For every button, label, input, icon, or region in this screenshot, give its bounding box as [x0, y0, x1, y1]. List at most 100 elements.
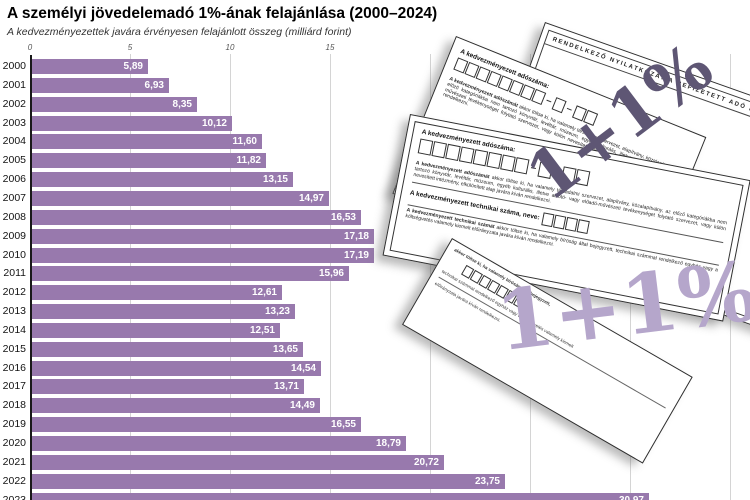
value-label: 23,75 [474, 475, 500, 487]
bar-row-2022: 2022 23,75 [0, 473, 750, 489]
bar-2012: 12,61 [32, 285, 282, 301]
box-dash [546, 99, 552, 103]
bar-row-2020: 2020 18,79 [0, 436, 750, 451]
value-label: 12,51 [249, 324, 275, 336]
bar-row-2003: 2003 10,12 [0, 115, 750, 131]
bar-2003: 10,12 [32, 115, 232, 131]
year-label: 2009 [2, 229, 26, 242]
year-label: 2019 [2, 418, 26, 431]
year-label: 2003 [2, 116, 26, 129]
year-label: 2023 [2, 493, 26, 500]
value-label: 14,97 [298, 192, 324, 204]
bar-row-2015: 2015 13,65 [0, 341, 750, 357]
bar-row-2000: 2000 5,89 [0, 59, 750, 74]
bar-row-2016: 2016 14,54 [0, 360, 750, 376]
bar-2022: 23,75 [32, 473, 505, 489]
year-label: 2015 [2, 342, 26, 355]
bar-row-2021: 2021 20,72 [0, 454, 750, 470]
value-label: 8,35 [172, 98, 192, 110]
bar-row-2009: 2009 17,18 [0, 228, 750, 244]
bar-row-2007: 2007 14,97 [0, 190, 750, 206]
year-label: 2008 [2, 210, 26, 223]
bar-2016: 14,54 [32, 360, 321, 376]
bar-row-2018: 2018 14,49 [0, 398, 750, 414]
year-label: 2005 [2, 154, 26, 167]
value-label: 16,55 [330, 419, 356, 431]
bar-2018: 14,49 [32, 398, 320, 414]
bar-2010: 17,19 [32, 247, 374, 263]
bar-2020: 18,79 [32, 436, 406, 451]
year-label: 2010 [2, 248, 26, 261]
bar-2006: 13,15 [32, 172, 293, 188]
x-tick-10: 10 [225, 43, 235, 52]
value-label: 20,72 [413, 456, 439, 468]
year-label: 2014 [2, 323, 26, 336]
bar-row-2014: 2014 12,51 [0, 322, 750, 338]
bar-2011: 15,96 [32, 266, 349, 282]
value-label: 15,96 [318, 268, 344, 280]
value-label: 13,15 [262, 174, 288, 186]
bar-row-2013: 2013 13,23 [0, 304, 750, 320]
y-axis-line [30, 55, 32, 500]
year-label: 2020 [2, 437, 26, 449]
year-label: 2012 [2, 286, 26, 299]
bar-2007: 14,97 [32, 190, 329, 206]
bar-row-2002: 2002 8,35 [0, 96, 750, 112]
bar-row-2019: 2019 16,55 [0, 417, 750, 433]
bar-row-2001: 2001 6,93 [0, 77, 750, 93]
bar-2008: 16,53 [32, 209, 361, 225]
bar-row-2011: 2011 15,96 [0, 266, 750, 282]
bar-row-2006: 2006 13,15 [0, 172, 750, 188]
value-label: 17,18 [343, 230, 369, 242]
value-label: 6,93 [144, 79, 164, 91]
value-label: 16,53 [330, 211, 356, 223]
year-label: 2004 [2, 135, 26, 148]
bar-2021: 20,72 [32, 454, 444, 470]
year-label: 2017 [2, 380, 26, 393]
bar-2002: 8,35 [32, 96, 197, 112]
value-label: 18,79 [375, 438, 401, 449]
year-label: 2007 [2, 191, 26, 204]
bar-2004: 11,60 [32, 134, 262, 150]
chart-subtitle: A kedvezményezettek javára érvényesen fe… [7, 26, 352, 38]
x-tick-0: 0 [27, 43, 33, 52]
value-label: 13,23 [264, 306, 290, 318]
x-tick-5: 5 [127, 43, 133, 52]
year-label: 2006 [2, 173, 26, 186]
bar-2001: 6,93 [32, 77, 169, 93]
bar-2013: 13,23 [32, 304, 295, 320]
bar-row-2010: 2010 17,19 [0, 247, 750, 263]
value-label: 5,89 [123, 61, 143, 72]
bar-2005: 11,82 [32, 153, 266, 169]
value-label: 13,71 [273, 381, 299, 393]
chart-title: A személyi jövedelemadó 1%-ának felajánl… [7, 5, 438, 22]
year-label: 2022 [2, 474, 26, 487]
value-label: 14,49 [289, 400, 315, 412]
bar-row-2004: 2004 11,60 [0, 134, 750, 150]
value-label: 11,60 [232, 136, 257, 148]
bar-row-2005: 2005 11,82 [0, 153, 750, 169]
value-label: 12,61 [251, 287, 277, 299]
bar-2023: 30,97 [32, 492, 649, 500]
year-label: 2021 [2, 455, 26, 468]
year-label: 2000 [2, 60, 26, 72]
x-tick-15: 15 [325, 43, 335, 52]
bar-row-2012: 2012 12,61 [0, 285, 750, 301]
year-label: 2002 [2, 97, 26, 110]
value-label: 30,97 [619, 495, 649, 500]
year-label: 2001 [2, 78, 26, 91]
bar-row-2008: 2008 16,53 [0, 209, 750, 225]
bar-2019: 16,55 [32, 417, 361, 433]
bar-row-2023: 2023 30,97 [0, 492, 750, 500]
bar-2017: 13,71 [32, 379, 304, 395]
year-label: 2016 [2, 361, 26, 374]
value-label: 17,19 [343, 249, 369, 261]
year-label: 2013 [2, 305, 26, 318]
bar-2000: 5,89 [32, 59, 148, 74]
value-label: 13,65 [272, 343, 298, 355]
value-label: 14,54 [290, 362, 316, 374]
bar-2015: 13,65 [32, 341, 303, 357]
bar-2014: 12,51 [32, 322, 280, 338]
year-label: 2018 [2, 399, 26, 412]
